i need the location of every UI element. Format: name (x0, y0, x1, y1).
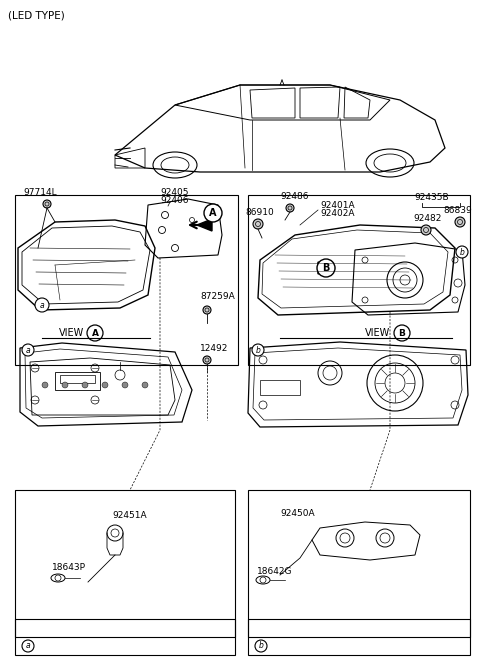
Text: 87259A: 87259A (200, 291, 235, 301)
Text: b: b (259, 642, 264, 650)
Circle shape (203, 356, 211, 364)
Bar (248, 195, 470, 365)
Circle shape (22, 344, 34, 356)
Text: a: a (40, 301, 44, 309)
Circle shape (142, 382, 148, 388)
Circle shape (42, 382, 48, 388)
Text: b: b (255, 346, 261, 354)
Text: 92482: 92482 (414, 213, 442, 223)
Text: A: A (92, 329, 98, 338)
Text: (LED TYPE): (LED TYPE) (8, 10, 65, 20)
Text: a: a (26, 346, 30, 354)
Polygon shape (318, 262, 335, 274)
Text: b: b (459, 247, 465, 257)
Text: 92406: 92406 (161, 196, 189, 205)
Circle shape (204, 204, 222, 222)
Bar (60, 375, 95, 383)
Circle shape (394, 325, 410, 341)
Circle shape (252, 344, 264, 356)
Text: 18642G: 18642G (257, 567, 292, 577)
Text: VIEW: VIEW (365, 328, 391, 338)
Text: 86839: 86839 (444, 205, 472, 215)
Circle shape (203, 306, 211, 314)
Text: 92435B: 92435B (415, 192, 449, 201)
Bar (260, 380, 300, 395)
Text: 92450A: 92450A (280, 509, 315, 517)
Text: 92402A: 92402A (320, 209, 355, 217)
Bar (15, 619, 235, 637)
Text: 12492: 12492 (200, 344, 228, 352)
Text: 86910: 86910 (246, 207, 275, 217)
Text: a: a (26, 642, 30, 650)
Polygon shape (197, 219, 212, 231)
Circle shape (456, 246, 468, 258)
Text: VIEW: VIEW (60, 328, 84, 338)
Text: 92486: 92486 (281, 192, 309, 201)
Circle shape (43, 200, 51, 208)
Bar (15, 490, 235, 655)
Text: B: B (398, 329, 406, 338)
Circle shape (255, 640, 267, 652)
Circle shape (82, 382, 88, 388)
Circle shape (253, 219, 263, 229)
Text: B: B (322, 263, 330, 273)
Circle shape (102, 382, 108, 388)
Circle shape (35, 298, 49, 312)
Bar (55, 372, 100, 390)
Circle shape (87, 325, 103, 341)
Text: 97714L: 97714L (23, 188, 57, 196)
Text: 92451A: 92451A (113, 511, 147, 519)
Text: 18643P: 18643P (52, 563, 86, 573)
Circle shape (317, 259, 335, 277)
Circle shape (22, 640, 34, 652)
Circle shape (286, 204, 294, 212)
Bar (15, 195, 238, 365)
Bar (248, 490, 470, 655)
Text: 92405: 92405 (161, 188, 189, 196)
Circle shape (421, 225, 431, 235)
Circle shape (455, 217, 465, 227)
Circle shape (122, 382, 128, 388)
Text: A: A (209, 208, 217, 218)
Text: 92401A: 92401A (320, 201, 355, 209)
Circle shape (62, 382, 68, 388)
Bar (248, 619, 470, 637)
